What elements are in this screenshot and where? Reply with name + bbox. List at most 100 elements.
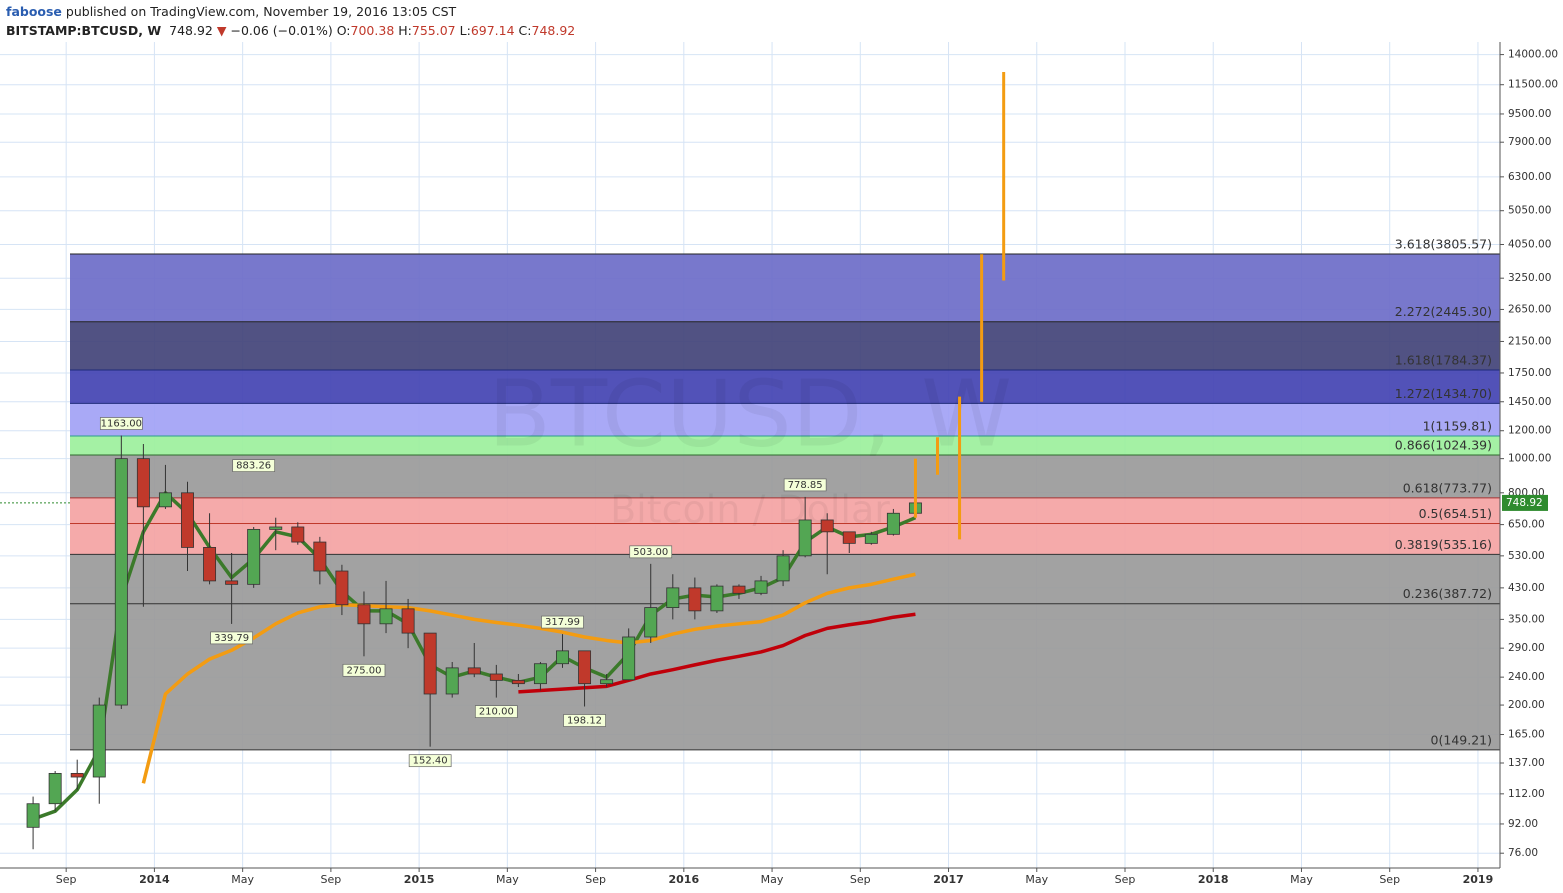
candle-body [92, 704, 106, 778]
candle-body [335, 570, 349, 606]
candle-body [644, 607, 658, 638]
price-label-box [408, 754, 452, 768]
x-tick-label: May [496, 873, 519, 886]
watermark-sub: Bitcoin / Dollar [610, 488, 890, 532]
ohlc-key: O: [336, 23, 351, 38]
candle-body [688, 587, 702, 612]
fib-band [70, 254, 1500, 322]
y-tick-label: 165.00 [1508, 729, 1545, 741]
published: published on TradingView.com, November 1… [65, 4, 457, 19]
ohlc-value: 755.07 [411, 23, 456, 38]
x-tick-label: 2017 [933, 873, 964, 886]
x-tick-label: 2015 [404, 873, 435, 886]
candle-body [732, 585, 746, 594]
fib-band [70, 369, 1500, 404]
candle-body [313, 541, 327, 572]
x-tick-label: 2016 [669, 873, 700, 886]
fib-label: 1.618(1784.37) [1395, 352, 1492, 367]
price-label-box [474, 705, 518, 718]
fib-band [70, 435, 1500, 455]
x-tick-label: 2018 [1198, 873, 1229, 886]
y-tick-label: 1200.00 [1508, 425, 1551, 437]
candle-body [886, 512, 900, 535]
candle-body [445, 667, 459, 695]
candle-body [225, 580, 239, 585]
y-tick-label: 240.00 [1508, 671, 1545, 683]
moving-average [141, 572, 916, 784]
candle-body [181, 492, 194, 548]
candle-body [136, 458, 150, 508]
y-tick-label: 200.00 [1508, 699, 1545, 711]
y-tick-label: 530.00 [1508, 550, 1545, 562]
y-tick-label: 112.00 [1508, 788, 1545, 800]
x-tick-label: May [231, 873, 254, 886]
y-tick-label: 2150.00 [1508, 335, 1551, 347]
y-tick-label: 4050.00 [1508, 238, 1551, 250]
candle-body [622, 636, 636, 681]
price-label: 198.12 [567, 716, 602, 727]
x-tick-label: May [1025, 873, 1048, 886]
price-label-box [629, 545, 673, 559]
price-label: 883.26 [236, 461, 271, 472]
candle-body [26, 803, 40, 828]
price-label-box [342, 663, 386, 677]
candle-body [798, 519, 812, 557]
price-label: 275.00 [346, 665, 381, 676]
x-tick-label: Sep [321, 873, 342, 886]
y-tick-label: 14000.00 [1508, 49, 1558, 61]
header: faboose published on TradingView.com, No… [6, 2, 575, 40]
y-tick-label: 7900.00 [1508, 136, 1551, 148]
price-label: 317.99 [545, 617, 580, 628]
x-tick-label: 2019 [1463, 873, 1494, 886]
y-tick-label: 3250.00 [1508, 272, 1551, 284]
y-tick-label: 11500.00 [1508, 79, 1558, 91]
ohlc-key: C: [518, 23, 532, 38]
candle-body [379, 608, 393, 625]
price-label: 210.00 [479, 707, 514, 718]
watermark: BTCUSD, W [488, 360, 1012, 467]
candle-body [269, 526, 283, 530]
axis-panel [0, 868, 1563, 893]
price-label-box [783, 478, 827, 492]
x-tick-label: Sep [1115, 873, 1136, 886]
price-label: 339.79 [214, 633, 249, 644]
author[interactable]: faboose [6, 4, 62, 19]
candle-body [70, 772, 84, 778]
fib-band [70, 403, 1500, 436]
y-tick-label: 76.00 [1508, 847, 1538, 859]
x-tick-label: Sep [585, 873, 606, 886]
x-tick-label: May [761, 873, 784, 886]
y-tick-label: 350.00 [1508, 613, 1545, 625]
ohlc-key: H: [398, 23, 412, 38]
y-tick-label: 137.00 [1508, 757, 1545, 769]
candle-body [467, 667, 481, 675]
fib-band [70, 497, 1500, 524]
fib-label: 2.272(2445.30) [1395, 304, 1492, 319]
price-label-box [541, 615, 584, 629]
y-tick-label: 430.00 [1508, 582, 1545, 594]
candle-body [48, 772, 62, 805]
price-label-box [232, 459, 276, 473]
candle-body [578, 650, 592, 685]
y-tick-label: 5050.00 [1508, 205, 1551, 217]
ohlc: O:700.38 H:755.07 L:697.14 C:748.92 [337, 23, 576, 38]
candle-body [600, 679, 614, 685]
fib-label: 0(149.21) [1431, 732, 1492, 747]
price-label-box [563, 714, 606, 727]
x-tick-label: Sep [850, 873, 871, 886]
ohlc-key: L: [459, 23, 471, 38]
y-tick-label: 1750.00 [1508, 367, 1551, 379]
fib-label: 3.618(3805.57) [1395, 237, 1492, 252]
change: −0.06 (−0.01%) [230, 23, 333, 38]
fib-label: 1(1159.81) [1423, 418, 1492, 433]
y-tick-label: 2650.00 [1508, 303, 1551, 315]
publish-line: faboose published on TradingView.com, No… [6, 2, 575, 21]
fib-band [70, 321, 1500, 370]
price-label-box [210, 631, 253, 645]
candle-body [820, 519, 834, 533]
x-tick-label: Sep [1379, 873, 1400, 886]
x-tick-label: 2014 [139, 873, 170, 886]
y-tick-label: 650.00 [1508, 519, 1545, 531]
